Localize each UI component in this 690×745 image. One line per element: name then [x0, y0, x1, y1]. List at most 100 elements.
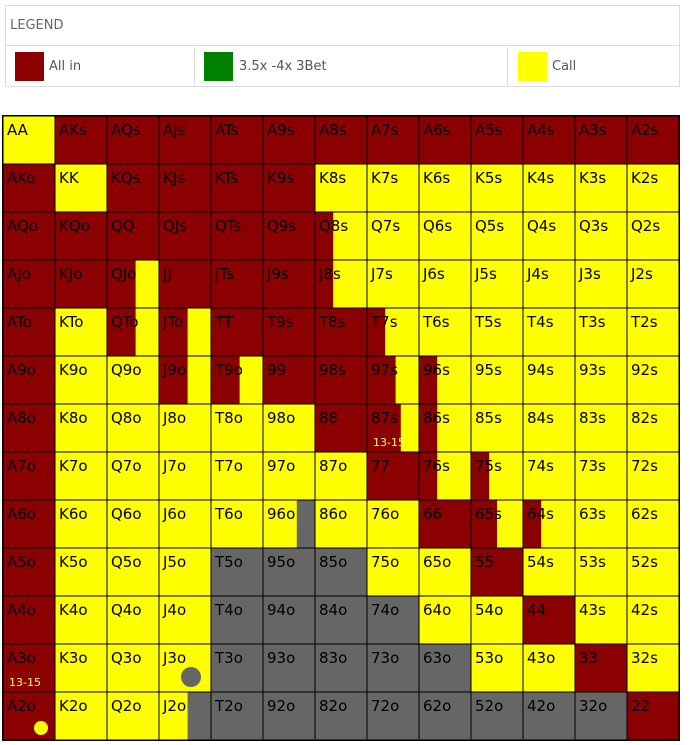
cell-fill	[471, 644, 523, 692]
cell-fill	[523, 596, 575, 644]
cell-fill	[263, 212, 315, 260]
cell-fill	[211, 116, 263, 164]
hand-label: Q6s	[423, 217, 452, 235]
grid-cell: QTs	[211, 212, 263, 260]
cell-fill	[211, 212, 263, 260]
hand-label: 65o	[423, 553, 451, 571]
cell-fill	[315, 452, 367, 500]
hand-label: J3o	[162, 649, 186, 667]
cell-fill	[159, 116, 211, 164]
cell-fill	[263, 116, 315, 164]
hand-label: 32o	[579, 697, 607, 715]
cell-fill	[3, 164, 55, 212]
hand-label: 99	[267, 361, 286, 379]
cell-fill	[315, 692, 367, 740]
grid-cell: 72s	[627, 452, 679, 500]
hand-label: K3s	[579, 169, 606, 187]
grid-cell: Q8s	[315, 212, 367, 260]
cell-fill	[263, 404, 315, 452]
hand-label: AKs	[59, 121, 87, 139]
hand-label: 63o	[423, 649, 451, 667]
cell-fill	[55, 452, 107, 500]
grid-cell: QJo	[107, 260, 159, 308]
cell-fill	[211, 308, 263, 356]
cell-fill	[263, 356, 315, 404]
cell-fill	[3, 356, 55, 404]
cell-fold-part	[187, 692, 211, 740]
cell-fill	[471, 116, 523, 164]
cell-fill	[627, 596, 679, 644]
hand-label: Q9o	[111, 361, 142, 379]
cell-fill	[107, 644, 159, 692]
hand-label: 98o	[267, 409, 295, 427]
grid-cell: Q4o	[107, 596, 159, 644]
grid-cell: A8s	[315, 116, 367, 164]
grid-cell: 96o	[263, 500, 315, 548]
cell-fill	[367, 212, 419, 260]
cell-fill	[367, 500, 419, 548]
hand-label: A4o	[7, 601, 36, 619]
grid-cell: J4s	[523, 260, 575, 308]
cell-fill	[523, 116, 575, 164]
hand-label: K9o	[59, 361, 88, 379]
hand-label: AJo	[7, 265, 31, 283]
cell-fill	[315, 356, 367, 404]
grid-cell: J3o	[159, 644, 211, 692]
hand-label: 95o	[267, 553, 295, 571]
hand-label: J8s	[318, 265, 341, 283]
hand-label: Q4o	[111, 601, 142, 619]
cell-fill	[55, 644, 107, 692]
legend-label-3bet: 3.5x -4x 3Bet	[239, 59, 327, 74]
grid-cell: 52s	[627, 548, 679, 596]
hand-label: 94s	[527, 361, 554, 379]
hand-label: 83s	[579, 409, 606, 427]
grid-cell: 85s	[471, 404, 523, 452]
cell-fill	[3, 308, 55, 356]
cell-call-part	[497, 500, 523, 548]
grid-cell: J7o	[159, 452, 211, 500]
hand-label: QJs	[163, 217, 187, 235]
hand-label: K6s	[423, 169, 450, 187]
hand-label: 44	[527, 601, 546, 619]
hand-label: J4s	[526, 265, 549, 283]
grid-cell: A5s	[471, 116, 523, 164]
cell-fill	[575, 452, 627, 500]
cell-fill	[627, 260, 679, 308]
cell-fill	[627, 212, 679, 260]
grid-cell: A7s	[367, 116, 419, 164]
hand-label: 43s	[579, 601, 606, 619]
hand-label: T8s	[318, 313, 346, 331]
cell-fill	[315, 164, 367, 212]
cell-fill	[419, 164, 471, 212]
hand-label: 52o	[475, 697, 503, 715]
cell-allin-part	[367, 308, 386, 356]
hand-label: 86s	[423, 409, 450, 427]
hand-label: K9s	[267, 169, 294, 187]
grid-cell: T2o	[211, 692, 263, 740]
grid-cell: J2s	[627, 260, 679, 308]
cell-allin-part	[419, 356, 438, 404]
hand-label: T3o	[214, 649, 243, 667]
hand-label: KJs	[163, 169, 185, 187]
cell-fold-part	[296, 500, 315, 548]
grid-cell: 98s	[315, 356, 367, 404]
hand-label: 52s	[631, 553, 658, 571]
cell-fill	[211, 500, 263, 548]
grid-cell: KQo	[55, 212, 107, 260]
grid-cell: Q9s	[263, 212, 315, 260]
hand-label: 62s	[631, 505, 658, 523]
grid-cell: A9o	[3, 356, 55, 404]
hand-label: QTo	[111, 313, 139, 331]
grid-cell: 42o	[523, 692, 575, 740]
hand-label: 54s	[527, 553, 554, 571]
cell-fill	[627, 116, 679, 164]
hand-label: 97o	[267, 457, 295, 475]
cell-fill	[263, 308, 315, 356]
cell-allin-part	[471, 452, 490, 500]
grid-cell: QTo	[107, 308, 159, 356]
grid-cell: 94o	[263, 596, 315, 644]
grid-cell: KTs	[211, 164, 263, 212]
cell-fill	[211, 692, 263, 740]
hand-label: KTs	[215, 169, 238, 187]
grid-cell: T7o	[211, 452, 263, 500]
